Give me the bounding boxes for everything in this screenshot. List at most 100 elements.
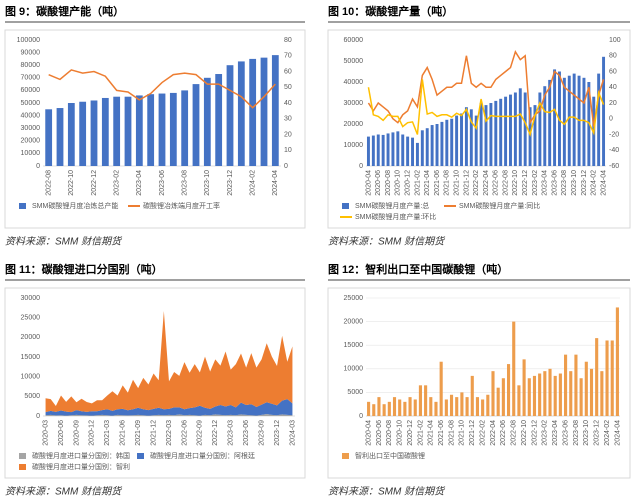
legend-label: SMM碳酸锂月度产量:总 [355, 201, 429, 210]
x-tick-label: 2020-10 [397, 420, 404, 446]
bar [574, 354, 578, 416]
x-tick-label: 2022-12 [531, 420, 538, 446]
bar [605, 340, 609, 416]
x-tick-label: 2020-03 [42, 420, 49, 446]
bar [366, 136, 370, 166]
y2-tick-label: 10 [284, 147, 292, 154]
bar [615, 307, 619, 416]
y-tick-label: 10000 [21, 374, 41, 381]
bar [435, 124, 439, 166]
x-tick-label: 2021-06 [438, 420, 445, 446]
y-tick-label: 80000 [21, 62, 41, 69]
y2-tick-label: -20 [609, 131, 619, 138]
bar [386, 133, 390, 166]
y-tick-label: 25000 [21, 315, 41, 322]
bar [445, 119, 449, 166]
chart-frame [4, 287, 306, 479]
bar [562, 77, 566, 166]
y2-tick-label: 40 [284, 100, 292, 107]
bar [602, 56, 606, 166]
legend-swatch [19, 453, 26, 459]
chart-frame [4, 29, 306, 229]
y2-tick-label: -40 [609, 147, 619, 154]
x-tick-label: 2022-04 [490, 420, 497, 446]
bar [469, 109, 473, 166]
x-tick-label: 2022-02 [479, 420, 486, 446]
y2-tick-label: 80 [609, 53, 617, 60]
bar [450, 118, 454, 166]
bar [491, 371, 495, 416]
bar [509, 94, 512, 166]
bar [532, 375, 537, 416]
bar [260, 57, 268, 166]
x-tick-label: 2021-10 [453, 170, 460, 196]
x-tick-label: 2020-06 [58, 420, 65, 446]
x-tick-label: 2020-04 [365, 170, 372, 196]
x-tick-label: 2023-06 [551, 170, 558, 196]
y-tick-label: 15000 [344, 342, 364, 349]
source-note: 资料来源：SMM 财信期货 [328, 236, 446, 248]
bar [506, 364, 511, 416]
bar [597, 73, 601, 166]
y-tick-label: 20000 [21, 138, 41, 145]
bar [158, 93, 166, 166]
x-tick-label: 2023-04 [542, 170, 549, 196]
x-tick-label: 2023-08 [561, 170, 568, 196]
y2-tick-label: 20 [609, 100, 617, 107]
bar [424, 385, 428, 416]
bar [610, 340, 614, 416]
y-tick-label: 50000 [21, 100, 41, 107]
bar [486, 394, 490, 416]
x-tick-label: 2024-04 [600, 170, 607, 196]
x-tick-label: 2023-10 [583, 420, 590, 446]
bar [367, 401, 371, 416]
bar [533, 105, 537, 166]
bar [538, 92, 542, 166]
x-tick-label: 2020-08 [386, 420, 393, 446]
x-tick-label: 2021-03 [104, 420, 111, 446]
area-series [45, 414, 293, 416]
x-tick-label: 2024-02 [604, 420, 611, 446]
y-tick-label: 30000 [21, 295, 41, 302]
bar [553, 375, 557, 416]
bar [512, 321, 516, 416]
bar [460, 113, 463, 166]
bar [408, 397, 412, 416]
legend-label: 碳酸锂月度进口量分国别：智利 [32, 462, 130, 471]
bar [582, 77, 586, 166]
x-tick-label: 2022-08 [511, 420, 518, 446]
bar [67, 103, 75, 166]
bar [429, 397, 433, 416]
bar [430, 125, 434, 166]
bar [113, 96, 121, 166]
bar [543, 86, 547, 166]
bar [481, 399, 485, 416]
bar [548, 368, 552, 416]
bar [567, 75, 571, 166]
y-tick-label: 0 [36, 163, 40, 170]
y-tick-label: 25000 [344, 295, 364, 302]
x-tick-label: 2021-09 [135, 420, 142, 446]
bar [455, 397, 459, 416]
x-tick-label: 2022-08 [46, 170, 53, 196]
x-tick-label: 2021-02 [414, 170, 421, 196]
bar [372, 404, 376, 416]
legend-swatch [342, 453, 349, 459]
x-tick-label: 2020-12 [404, 170, 411, 196]
bar [401, 134, 405, 166]
bar [413, 399, 417, 416]
y2-tick-label: 60 [609, 68, 617, 75]
x-tick-label: 2024-04 [614, 420, 621, 446]
x-tick-label: 2022-08 [502, 170, 509, 196]
x-tick-label: 2021-04 [424, 170, 431, 196]
bar [455, 115, 459, 166]
y2-tick-label: 0 [609, 116, 613, 123]
x-tick-label: 2020-06 [375, 170, 382, 196]
y-tick-label: 100000 [17, 37, 40, 44]
y-tick-label: 5000 [24, 393, 40, 400]
bar [434, 401, 438, 416]
x-tick-label: 2023-12 [227, 170, 234, 196]
bar [564, 354, 568, 416]
y2-tick-label: 100 [609, 37, 621, 44]
x-tick-label: 2021-04 [428, 420, 435, 446]
